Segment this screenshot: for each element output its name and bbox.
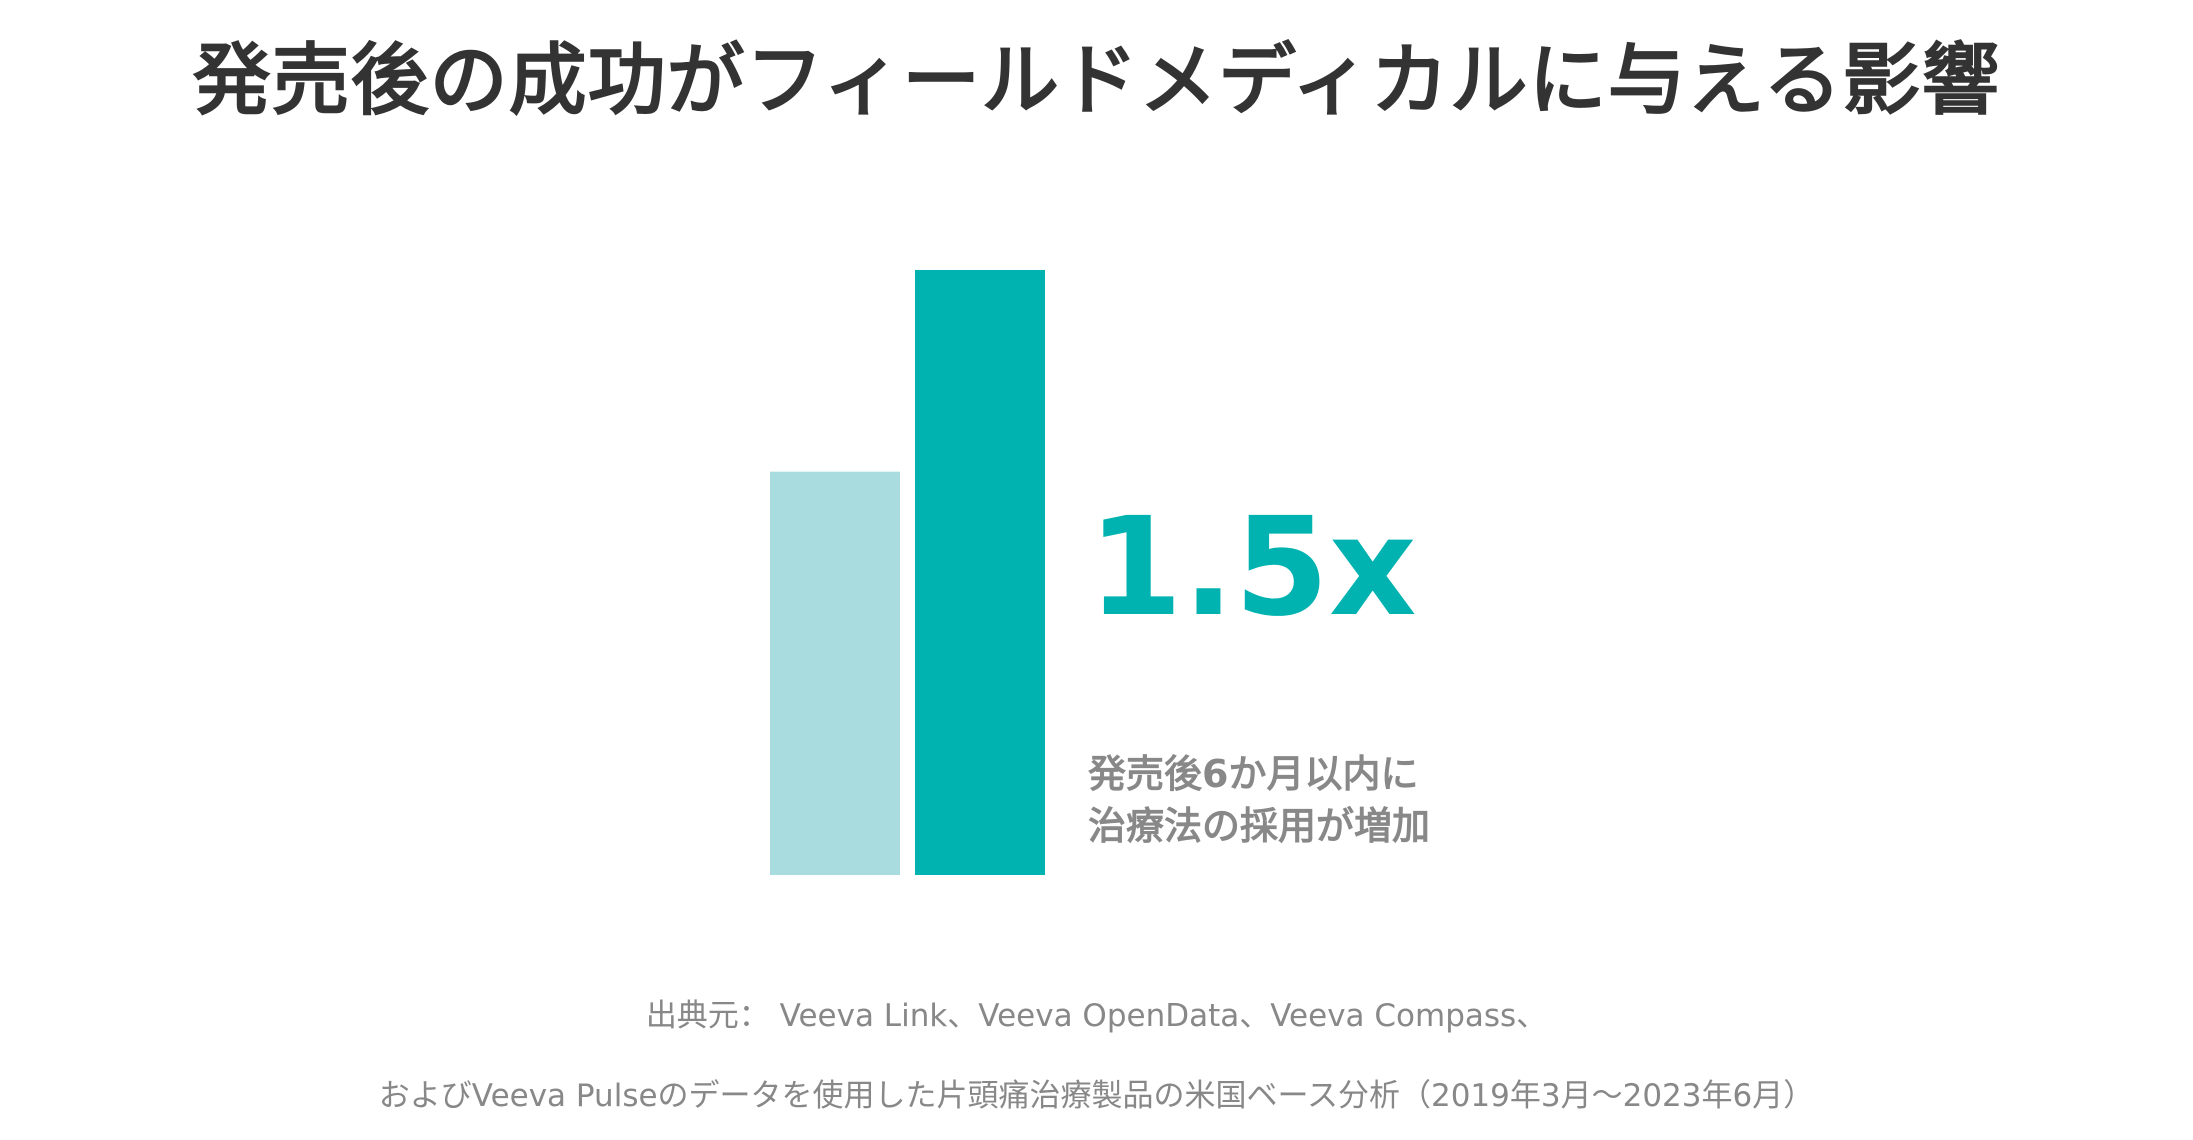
bar-after-launch xyxy=(915,270,1045,875)
bar-baseline xyxy=(770,471,900,875)
bars-group xyxy=(770,270,1045,875)
source-line-2: およびVeeva Pulseのデータを使用した片頭痛治療製品の米国ベース分析（2… xyxy=(378,1078,1815,1114)
caption: 発売後6か月以内に 治療法の採用が増加 xyxy=(1088,748,1430,852)
caption-line-2: 治療法の採用が増加 xyxy=(1088,804,1431,848)
multiplier-label: 1.5x xyxy=(1088,489,1417,647)
source-line-1: 出典元： Veeva Link、Veeva OpenData、Veeva Com… xyxy=(645,998,1548,1034)
caption-line-1: 発売後6か月以内に xyxy=(1088,752,1419,796)
chart-title: 発売後の成功がフィールドメディカルに与える影響 xyxy=(192,36,2001,126)
